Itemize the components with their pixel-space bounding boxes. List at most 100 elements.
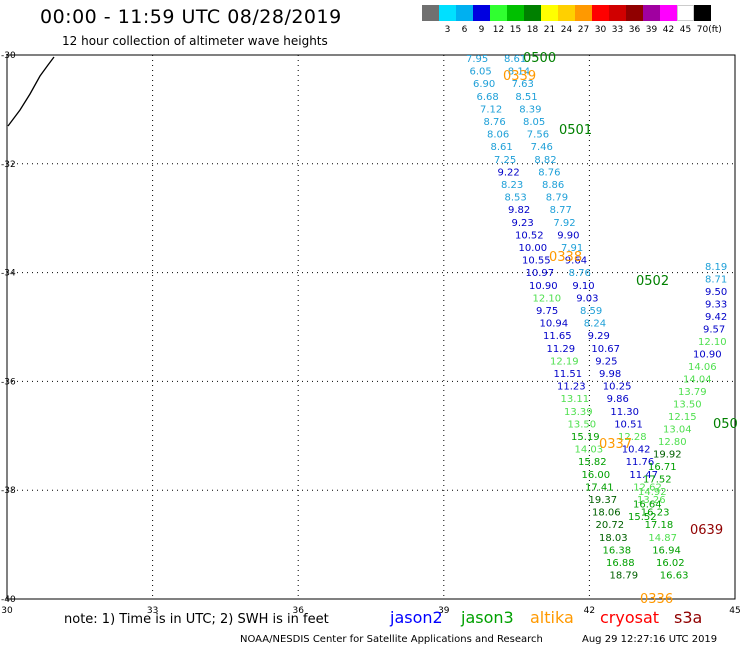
wave-height-value: 7.25 — [494, 155, 516, 166]
wave-height-value: 8.05 — [523, 117, 545, 128]
wave-height-value: 17.52 — [643, 475, 672, 486]
wave-height-value: 10.67 — [591, 344, 620, 355]
wave-height-value: 9.33 — [705, 300, 727, 311]
wave-height-value: 9.22 — [498, 167, 520, 178]
wave-height-value: 16.02 — [656, 558, 685, 569]
wave-height-value: 7.95 — [466, 54, 488, 65]
wave-height-value: 7.56 — [527, 130, 549, 141]
scale-swatch — [490, 5, 507, 21]
scale-label: 33 — [611, 25, 624, 35]
wave-height-value: 13.26 — [637, 495, 666, 506]
scale-label: 70 — [696, 25, 709, 35]
wave-height-value: 10.51 — [614, 419, 643, 430]
wave-height-value: 19.92 — [653, 450, 682, 461]
wave-height-value: 9.42 — [705, 312, 727, 323]
wave-height-value: 8.51 — [515, 92, 537, 103]
wave-height-value: 8.61 — [491, 142, 513, 153]
wave-height-value: 14.92 — [638, 487, 667, 498]
wave-height-value: 9.98 — [599, 369, 621, 380]
wave-height-value: 18.79 — [610, 571, 639, 582]
scale-label: 3 — [444, 25, 451, 35]
wave-height-value: 12.80 — [658, 437, 687, 448]
scale-label: 27 — [577, 25, 590, 35]
wave-height-value: 9.57 — [703, 325, 725, 336]
wave-height-value: 16.64 — [633, 500, 662, 511]
wave-height-value: 9.64 — [565, 256, 587, 267]
wave-height-value: 10.00 — [519, 243, 548, 254]
footer-timestamp: Aug 29 12:27:16 UTC 2019 — [582, 634, 718, 645]
wave-height-value: 6.05 — [470, 67, 492, 78]
lat-tick-label: -34 — [1, 269, 16, 279]
scale-label: 18 — [526, 25, 539, 35]
wave-height-value: 14.87 — [648, 533, 677, 544]
wave-height-value: 14.03 — [575, 445, 604, 456]
lat-tick-label: -32 — [1, 160, 16, 170]
wave-height-value: 8.71 — [705, 275, 727, 286]
pass-time-label: 050 — [713, 417, 738, 432]
scale-swatch — [507, 5, 524, 21]
scale-swatch — [694, 5, 711, 21]
wave-height-value: 8.79 — [546, 193, 568, 204]
satellite-altika: altika — [530, 608, 574, 627]
wave-height-value: 12.28 — [618, 432, 647, 443]
map-title: 00:00 - 11:59 UTC 08/28/2019 — [40, 6, 342, 28]
wave-height-value: 19.37 — [589, 495, 618, 506]
wave-height-value: 8.19 — [705, 262, 727, 273]
wave-height-value: 9.29 — [588, 331, 610, 342]
wave-height-value: 7.12 — [480, 104, 502, 115]
wave-height-value: 12.19 — [550, 356, 579, 367]
wave-height-value: 8.61 — [504, 54, 526, 65]
scale-swatch — [643, 5, 660, 21]
scale-swatch — [439, 5, 456, 21]
scale-label: 9 — [478, 25, 485, 35]
coastline — [7, 56, 55, 127]
wave-height-value: 10.52 — [515, 230, 544, 241]
lon-tick-label: 45 — [729, 606, 740, 616]
wave-height-value: 20.72 — [596, 520, 625, 531]
pass-time-label: 0501 — [559, 123, 592, 138]
wave-height-value: 16.71 — [648, 462, 677, 473]
wave-height-value: 8.82 — [534, 155, 556, 166]
wave-height-value: 17.18 — [645, 520, 674, 531]
wave-height-value: 13.50 — [568, 419, 597, 430]
wave-height-value: 13.11 — [561, 394, 590, 405]
wave-height-value: 14.04 — [683, 375, 712, 386]
wave-height-value: 9.03 — [576, 293, 598, 304]
wave-height-value: 8.14 — [508, 67, 530, 78]
lon-tick-label: 33 — [147, 606, 158, 616]
wave-height-value: 7.92 — [553, 218, 575, 229]
pass-time-label: 0338 — [549, 250, 582, 265]
wave-height-value: 11.65 — [543, 331, 572, 342]
map-subtitle: 12 hour collection of altimeter wave hei… — [62, 34, 328, 48]
wave-height-value: 12.15 — [668, 412, 697, 423]
wave-height-value: 12.10 — [533, 293, 562, 304]
wave-height-value: 16.88 — [606, 558, 635, 569]
wave-height-value: 10.55 — [522, 256, 551, 267]
wave-height-value: 13.50 — [673, 400, 702, 411]
wave-height-value: 15.82 — [578, 457, 607, 468]
pass-time-label: 0336 — [640, 592, 673, 607]
satellite-cryosat: cryosat — [600, 608, 660, 627]
pass-time-label: 0500 — [523, 51, 556, 66]
wave-height-value: 9.82 — [508, 205, 530, 216]
pass-time-label: 0337 — [599, 437, 632, 452]
lat-tick-label: -36 — [1, 377, 16, 387]
scale-label: 39 — [645, 25, 658, 35]
satellite-s3a: s3a — [674, 608, 703, 627]
wave-height-value: 6.90 — [473, 79, 495, 90]
scale-swatch — [456, 5, 473, 21]
wave-height-value: 11.30 — [610, 407, 639, 418]
lon-tick-label: 42 — [584, 606, 595, 616]
track-a-values: 7.95 8.61 6.05 8.14 6.90 7.63 6.68 8.51 7.12 8.39… — [466, 54, 688, 582]
scale-label: 30 — [594, 25, 607, 35]
wave-height-value: 13.04 — [663, 425, 692, 436]
satellite-jason2: jason2 — [390, 608, 443, 627]
scale-label: 45 — [679, 25, 692, 35]
wave-height-value: 8.06 — [487, 130, 509, 141]
wave-height-value: 15.52 — [628, 512, 657, 523]
scale-label: 15 — [509, 25, 522, 35]
lon-tick-label: 36 — [292, 606, 304, 616]
wave-height-value: 16.23 — [641, 508, 670, 519]
scale-swatch — [677, 5, 694, 21]
